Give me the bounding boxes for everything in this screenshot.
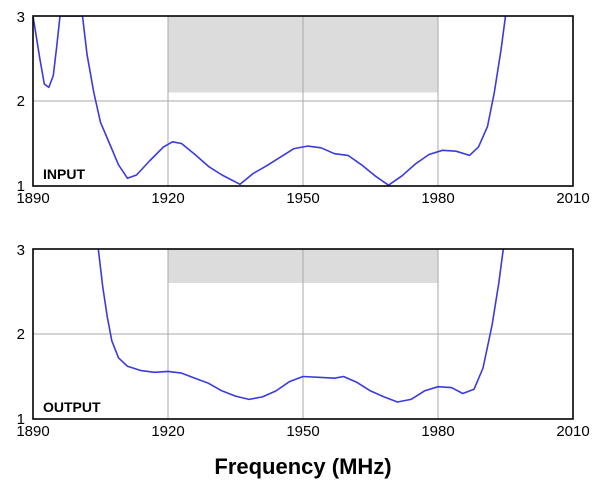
panel-1-plot-frame: [32, 15, 574, 187]
panel-1-panel-label: INPUT: [43, 166, 85, 182]
panel-1-y-tick-label: 3: [17, 9, 25, 26]
panel-1-y-tick-label: 2: [17, 93, 25, 110]
panel-2-y-tick-label: 2: [17, 326, 25, 343]
panel-2-x-tick-label: 2010: [556, 423, 589, 440]
panel-1-x-tick-label: 1920: [151, 190, 184, 207]
panel-2-plot-frame: [32, 248, 574, 420]
panel-2-y-tick-label: 1: [17, 411, 25, 428]
panel-2-y-tick-label: 3: [17, 242, 25, 259]
panel-1-series-line-1: [33, 16, 507, 186]
panel-2-x-tick-label: 1920: [151, 423, 184, 440]
panel-1-x-tick-label: 1980: [421, 190, 454, 207]
panel-2-series-line-1: [97, 249, 505, 403]
panel-1-x-tick-label: 1890: [16, 190, 49, 207]
panel-2-x-tick-label: 1980: [421, 423, 454, 440]
panel-1-x-tick-label: 1950: [286, 190, 319, 207]
panel-1-x-tick-label: 2010: [556, 190, 589, 207]
panel-2-panel-label: OUTPUT: [43, 399, 101, 415]
panel-2-x-tick-label: 1890: [16, 423, 49, 440]
panel-2-x-tick-label: 1950: [286, 423, 319, 440]
panel-1-y-tick-label: 1: [17, 178, 25, 195]
x-axis-title: Frequency (MHz): [214, 454, 391, 479]
